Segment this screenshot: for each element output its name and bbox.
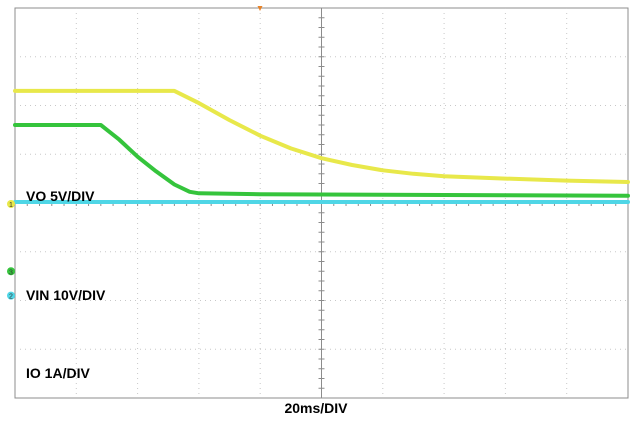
series-label-io: IO 1A/DIV xyxy=(26,365,90,381)
traces xyxy=(13,88,630,204)
trigger-marker xyxy=(257,6,263,11)
trace-vo xyxy=(13,88,630,184)
channel-number-vin: 3 xyxy=(9,269,13,276)
channel-marker-io xyxy=(7,291,15,300)
channel-marker-vo xyxy=(7,200,15,208)
series-label-vo: VO 5V/DIV xyxy=(26,188,95,204)
timebase-label: 20ms/DIV xyxy=(284,400,348,416)
channel-number-io: 2 xyxy=(9,294,13,301)
channel-markers: 1 3 2 xyxy=(7,200,15,301)
series-label-vin: VIN 10V/DIV xyxy=(26,287,106,303)
trace-vin xyxy=(13,123,630,198)
channel-number-vo: 1 xyxy=(9,202,13,209)
channel-marker-vin xyxy=(7,267,15,276)
